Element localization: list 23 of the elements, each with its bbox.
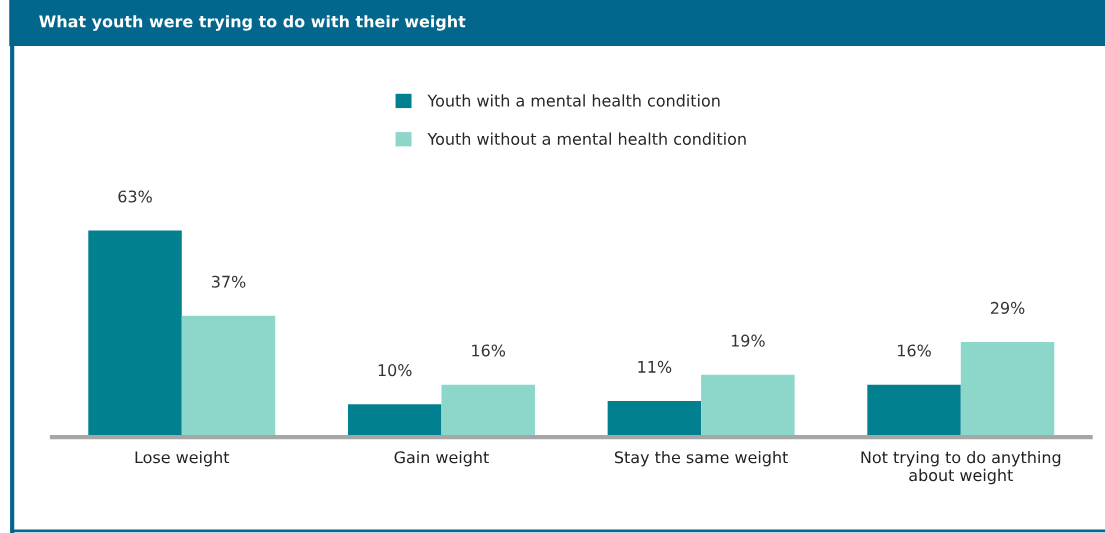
- bar: [960, 342, 1055, 438]
- bar: [867, 384, 961, 438]
- data-label: 63%: [118, 190, 152, 203]
- data-label: 16%: [898, 344, 931, 357]
- bar: [88, 230, 182, 438]
- bar: [181, 315, 276, 438]
- x-tick-label: Gain weight: [394, 450, 489, 467]
- bar: [347, 404, 442, 438]
- data-label: 29%: [990, 301, 1025, 314]
- x-tick-label: Lose weight: [135, 450, 230, 467]
- legend-label: Youth with a mental health condition: [427, 94, 720, 107]
- bar: [607, 401, 702, 438]
- data-label: 11%: [638, 360, 672, 373]
- data-label: 37%: [211, 275, 246, 288]
- data-label: 10%: [378, 364, 412, 377]
- x-tick-label: Stay the same weight: [614, 450, 788, 467]
- x-tick-label: Not trying to do anything about weight: [861, 450, 1061, 485]
- chart-title: What youth were trying to do with their weight: [39, 15, 466, 31]
- bar: [441, 384, 535, 438]
- data-label: 19%: [731, 334, 765, 347]
- data-label: 16%: [472, 344, 506, 357]
- bar: [701, 374, 795, 438]
- legend-label: Youth without a mental health condition: [427, 132, 746, 145]
